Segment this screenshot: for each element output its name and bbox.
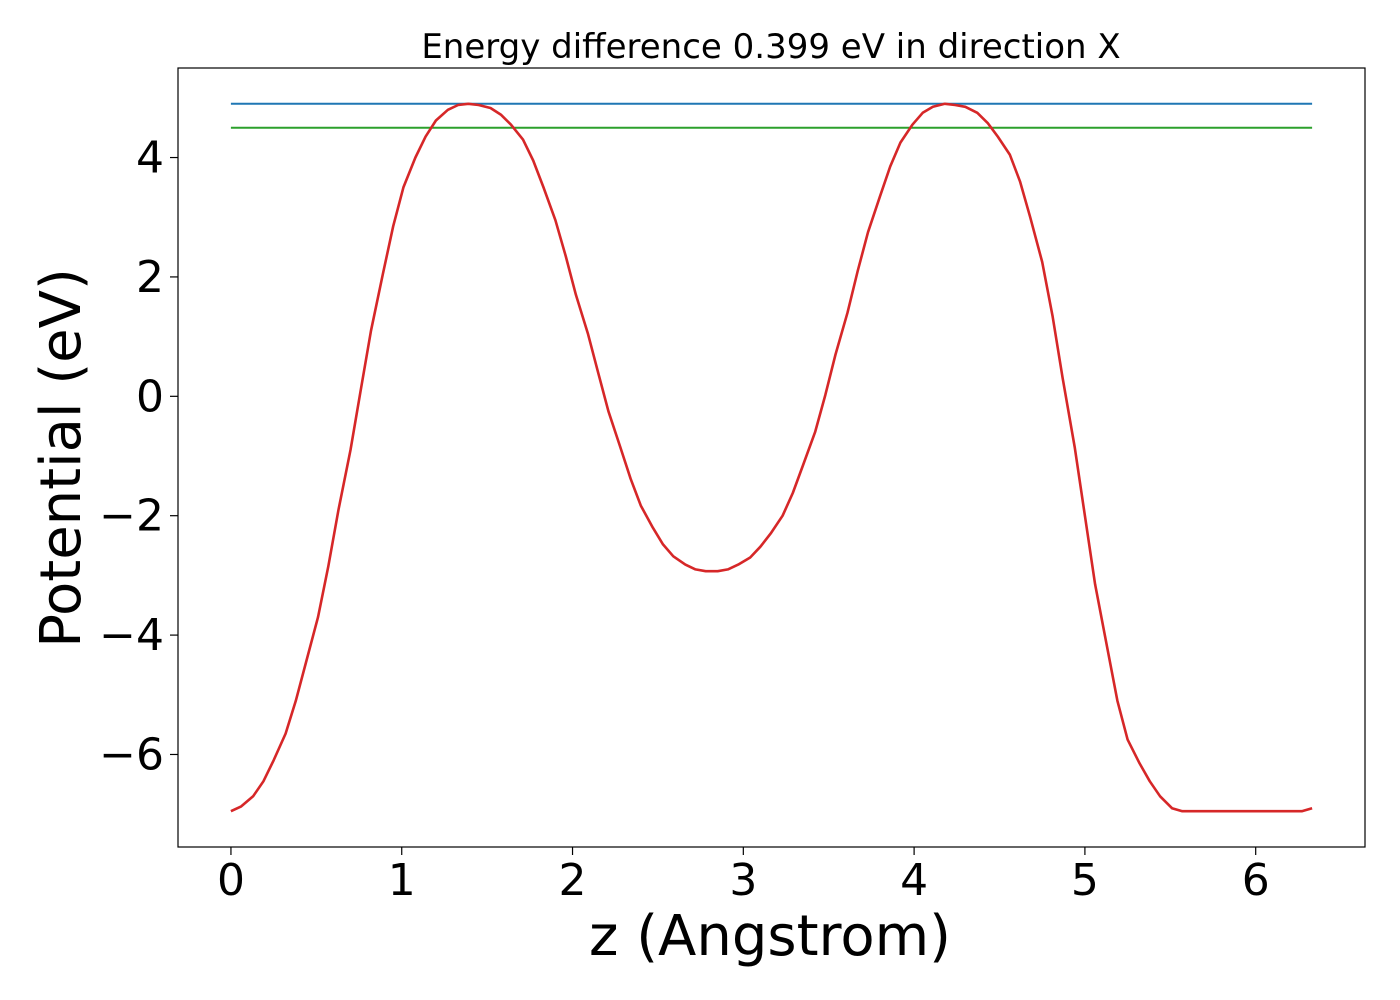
x-tick-label: 0 <box>217 855 245 906</box>
x-tick-label: 5 <box>1071 855 1099 906</box>
x-tick-label: 1 <box>388 855 416 906</box>
series-line-potential <box>230 102 1313 813</box>
x-tick-label: 4 <box>900 855 928 906</box>
y-axis-ticks: −6 −4 −2 0 2 4 <box>99 133 178 780</box>
y-tick-label: 2 <box>136 252 164 303</box>
x-axis-ticks: 0 1 2 3 4 5 6 <box>217 847 1270 906</box>
y-tick-label: −4 <box>99 610 164 661</box>
y-axis-label: Potential (eV) <box>29 268 94 648</box>
x-tick-label: 3 <box>729 855 757 906</box>
plot-series <box>230 102 1313 813</box>
y-tick-label: 4 <box>136 133 164 184</box>
x-tick-label: 6 <box>1242 855 1270 906</box>
chart-title: Energy difference 0.399 eV in direction … <box>421 27 1120 67</box>
plot-frame <box>177 67 1366 848</box>
y-tick-label: −2 <box>99 491 164 542</box>
y-tick-label: 0 <box>136 371 164 422</box>
y-tick-label: −6 <box>99 729 164 780</box>
x-tick-label: 2 <box>559 855 587 906</box>
x-axis-label: z (Angstrom) <box>589 904 951 969</box>
